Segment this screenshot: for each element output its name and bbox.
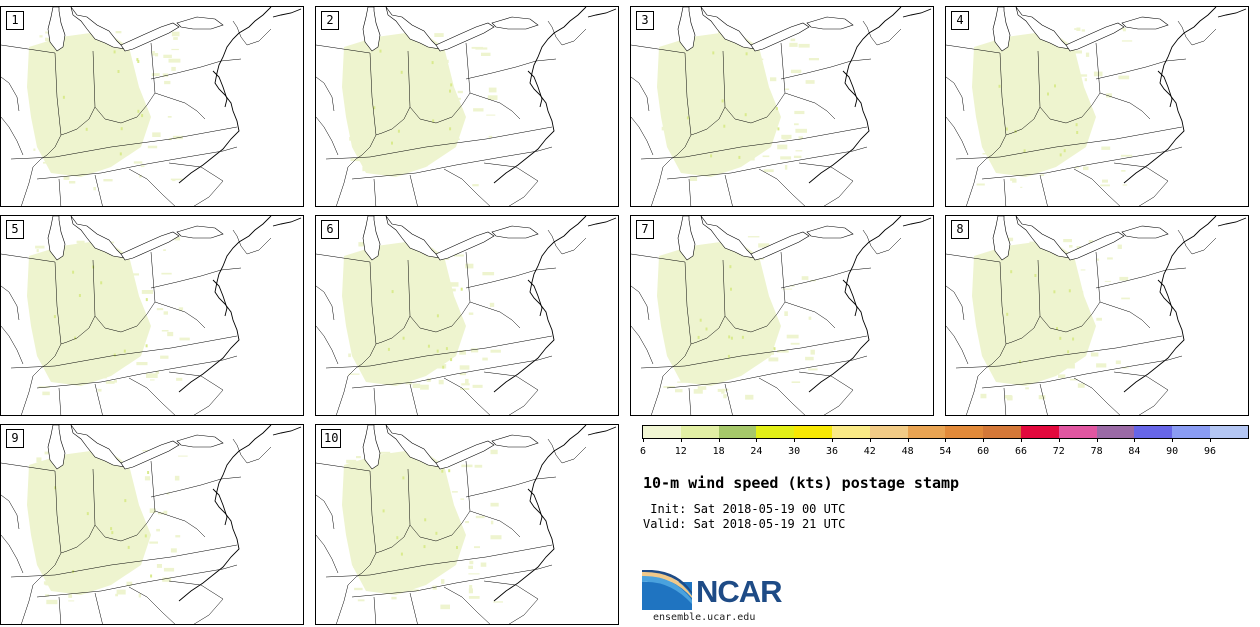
colorbar-tick-mark xyxy=(907,438,909,442)
member-number: 2 xyxy=(321,11,339,30)
ncar-wordmark: NCAR xyxy=(696,574,783,609)
member-number: 8 xyxy=(951,220,969,239)
member-panel: 9 xyxy=(0,424,304,625)
colorbar-swatch xyxy=(1134,426,1173,438)
member-panel: 2 xyxy=(315,6,619,207)
colorbar-swatch xyxy=(1209,426,1248,438)
colorbar-swatch xyxy=(907,426,946,438)
colorbar-tick-label: 78 xyxy=(1090,446,1103,457)
colorbar-tick-label: 24 xyxy=(750,446,763,457)
colorbar-tick-mark xyxy=(832,438,833,442)
colorbar-swatch xyxy=(718,426,757,438)
colorbar-tick-mark xyxy=(680,438,682,442)
colorbar-tick-mark xyxy=(1172,438,1174,442)
member-map xyxy=(1,7,302,206)
colorbar-swatch xyxy=(643,426,681,438)
member-panel: 8 xyxy=(945,215,1249,416)
member-panel: 5 xyxy=(0,215,304,416)
member-panel: 7 xyxy=(630,215,934,416)
colorbar-tick-mark xyxy=(869,438,871,442)
member-number: 7 xyxy=(636,220,654,239)
colorbar-tick-mark xyxy=(756,438,758,442)
member-map xyxy=(1,216,302,415)
colorbar-tick-mark xyxy=(1058,438,1060,442)
colorbar-legend: 6 12 18 24 30 36 42 48 54 60 66 72 78 84 90 96 xyxy=(639,425,1249,457)
colorbar-tick-label: 36 xyxy=(825,446,839,457)
colorbar-swatch xyxy=(1172,426,1210,438)
colorbar-swatch xyxy=(1020,426,1059,438)
colorbar-swatch xyxy=(1058,426,1097,438)
ensemble-url: ensemble.ucar.edu xyxy=(653,612,756,623)
colorbar-tick-label: 6 xyxy=(639,446,647,457)
init-time: Init: Sat 2018-05-19 00 UTC xyxy=(643,502,846,516)
member-map xyxy=(316,7,617,206)
colorbar-swatch xyxy=(794,426,832,438)
colorbar-tick-mark xyxy=(1096,438,1098,442)
member-map xyxy=(946,216,1247,415)
colorbar-tick-mark xyxy=(643,438,644,442)
colorbar-tick-label: 66 xyxy=(1014,446,1028,457)
colorbar xyxy=(642,425,1249,439)
colorbar-tick-mark xyxy=(1021,438,1022,442)
member-panel: 6 xyxy=(315,215,619,416)
member-map xyxy=(946,7,1247,206)
member-number: 6 xyxy=(321,220,339,239)
member-map xyxy=(631,216,932,415)
colorbar-swatch xyxy=(680,426,719,438)
colorbar-tick-label: 96 xyxy=(1203,446,1217,457)
member-map xyxy=(316,425,617,624)
member-number: 10 xyxy=(321,429,342,448)
colorbar-tick-label: 84 xyxy=(1128,446,1141,457)
valid-time: Valid: Sat 2018-05-19 21 UTC xyxy=(643,517,846,531)
colorbar-tick-mark xyxy=(1134,438,1136,442)
member-panel: 3 xyxy=(630,6,934,207)
colorbar-tick-label: 42 xyxy=(863,446,876,457)
colorbar-tick-mark xyxy=(1210,438,1211,442)
colorbar-tick-label: 60 xyxy=(977,446,990,457)
member-map xyxy=(316,216,617,415)
colorbar-swatch xyxy=(983,426,1021,438)
ncar-swoosh-icon xyxy=(642,569,692,610)
colorbar-tick-label: 48 xyxy=(901,446,914,457)
member-map xyxy=(1,425,302,624)
member-map xyxy=(631,7,932,206)
colorbar-swatch xyxy=(869,426,908,438)
member-number: 1 xyxy=(6,11,24,30)
colorbar-tick-mark xyxy=(945,438,947,442)
member-number: 3 xyxy=(636,11,654,30)
ncar-logo: NCAR xyxy=(642,569,792,614)
member-number: 5 xyxy=(6,220,24,239)
colorbar-tick-label: 30 xyxy=(788,446,801,457)
colorbar-tick-label: 90 xyxy=(1166,446,1179,457)
colorbar-tick-label: 54 xyxy=(939,446,952,457)
colorbar-tick-mark xyxy=(794,438,796,442)
colorbar-tick-mark xyxy=(983,438,985,442)
member-number: 9 xyxy=(6,429,24,448)
colorbar-tick-label: 72 xyxy=(1052,446,1065,457)
member-panel: 4 xyxy=(945,6,1249,207)
member-panel: 10 xyxy=(315,424,619,625)
map-title: 10-m wind speed (kts) postage stamp xyxy=(643,474,960,492)
colorbar-tick-mark xyxy=(718,438,720,442)
colorbar-tick-label: 12 xyxy=(674,446,687,457)
colorbar-swatch xyxy=(945,426,984,438)
member-panel: 1 xyxy=(0,6,304,207)
colorbar-swatch xyxy=(1096,426,1135,438)
member-number: 4 xyxy=(951,11,969,30)
colorbar-swatch xyxy=(756,426,795,438)
colorbar-tick-label: 18 xyxy=(712,446,725,457)
colorbar-swatch xyxy=(831,426,870,438)
